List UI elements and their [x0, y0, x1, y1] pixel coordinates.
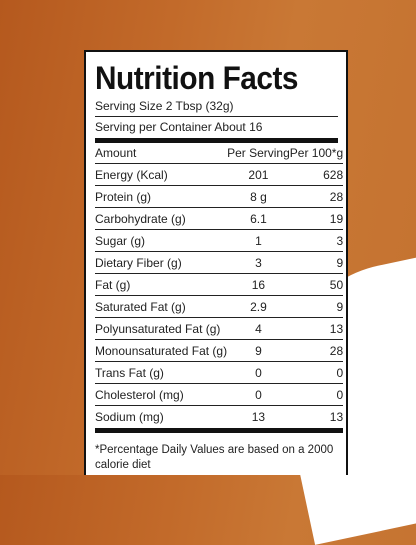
table-row: Carbohydrate (g) 6.1 19: [95, 207, 344, 230]
nutrient-name: Protein (g): [95, 185, 228, 208]
table-row: Energy (Kcal) 201 628: [95, 163, 344, 186]
table-row: Sugar (g) 1 3: [95, 229, 344, 252]
per-serving-value: 2.9: [227, 295, 290, 318]
per-serving-value: 9: [227, 339, 290, 362]
nutrition-rows: Energy (Kcal) 201 628 Protein (g) 8 g 28 Carbo…: [95, 163, 344, 433]
column-header-per-serving: Per Serving: [227, 143, 290, 164]
nutrient-name: Fat (g): [95, 273, 228, 296]
table-row: Sodium (mg) 13 13: [95, 405, 344, 433]
per-serving-value: 8 g: [227, 185, 290, 208]
per-100g-value: 0: [289, 361, 344, 384]
per-100g-value: 3: [289, 229, 344, 252]
nutrition-label: Nutrition Facts Serving Size 2 Tbsp (32g…: [84, 50, 348, 475]
column-header-amount: Amount: [95, 143, 228, 164]
nutrient-name: Trans Fat (g): [95, 361, 228, 384]
table-row: Monounsaturated Fat (g) 9 28: [95, 339, 344, 362]
per-100g-value: 0: [289, 383, 344, 406]
per-serving-value: 0: [227, 361, 290, 384]
per-serving-value: 13: [227, 405, 290, 433]
nutrition-table: Amount Per Serving Per 100*g Energy (Kca…: [95, 143, 344, 433]
table-row: Protein (g) 8 g 28: [95, 185, 344, 208]
per-serving-value: 0: [227, 383, 290, 406]
nutrient-name: Energy (Kcal): [95, 163, 228, 186]
table-row: Fat (g) 16 50: [95, 273, 344, 296]
nutrient-name: Sugar (g): [95, 229, 228, 252]
serving-size: Serving Size 2 Tbsp (32g): [95, 98, 338, 117]
per-100g-value: 628: [289, 163, 344, 186]
per-serving-value: 4: [227, 317, 290, 340]
nutrient-name: Carbohydrate (g): [95, 207, 228, 230]
table-row: Saturated Fat (g) 2.9 9: [95, 295, 344, 318]
table-row: Cholesterol (mg) 0 0: [95, 383, 344, 406]
nutrient-name: Polyunsaturated Fat (g): [95, 317, 228, 340]
per-100g-value: 13: [289, 405, 344, 433]
per-100g-value: 28: [289, 339, 344, 362]
per-100g-value: 9: [289, 251, 344, 274]
table-header: Amount Per Serving Per 100*g: [95, 143, 344, 164]
per-100g-value: 9: [289, 295, 344, 318]
per-100g-value: 19: [289, 207, 344, 230]
column-header-per-100g: Per 100*g: [289, 143, 344, 164]
nutrition-title: Nutrition Facts: [95, 60, 299, 96]
nutrient-name: Dietary Fiber (g): [95, 251, 228, 274]
nutrient-name: Monounsaturated Fat (g): [95, 339, 228, 362]
nutrient-name: Saturated Fat (g): [95, 295, 228, 318]
per-100g-value: 13: [289, 317, 344, 340]
per-serving-value: 6.1: [227, 207, 290, 230]
per-serving-value: 1: [227, 229, 290, 252]
table-row: Polyunsaturated Fat (g) 4 13: [95, 317, 344, 340]
per-100g-value: 50: [289, 273, 344, 296]
per-100g-value: 28: [289, 185, 344, 208]
per-serving-value: 16: [227, 273, 290, 296]
servings-per-container: Serving per Container About 16: [95, 117, 338, 143]
footnote: *Percentage Daily Values are based on a …: [95, 444, 334, 471]
table-row: Trans Fat (g) 0 0: [95, 361, 344, 384]
per-serving-value: 3: [227, 251, 290, 274]
table-row: Dietary Fiber (g) 3 9: [95, 251, 344, 274]
nutrient-name: Sodium (mg): [95, 405, 228, 433]
nutrient-name: Cholesterol (mg): [95, 383, 228, 406]
per-serving-value: 201: [227, 163, 290, 186]
